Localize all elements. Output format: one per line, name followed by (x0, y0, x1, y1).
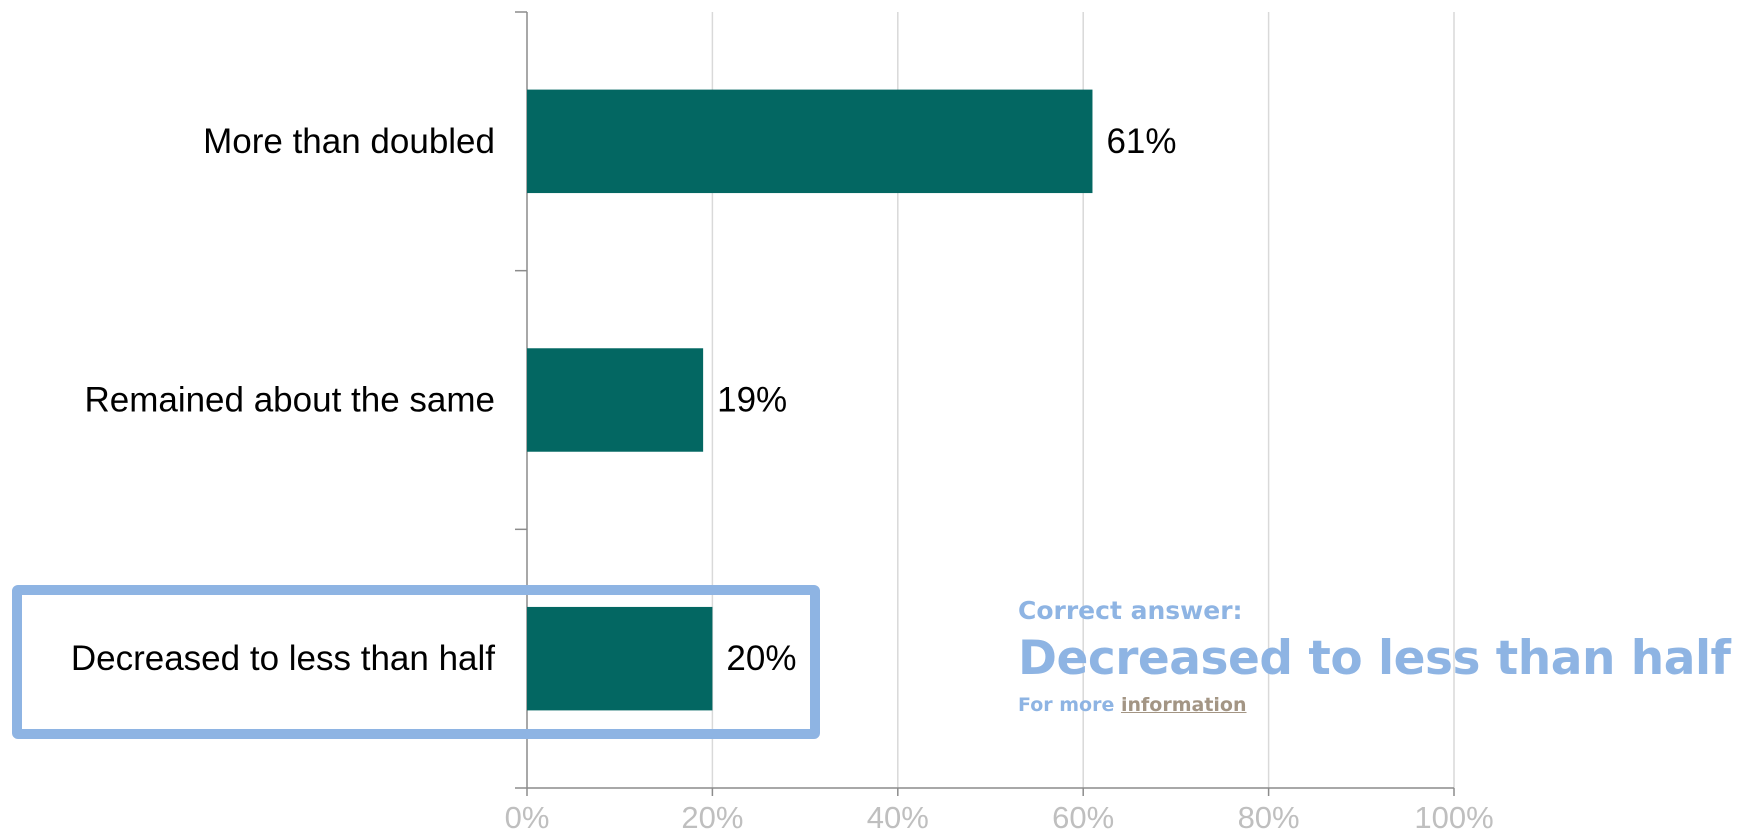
answer-panel: Correct answer: Decreased to less than h… (1018, 594, 1731, 720)
x-tick-label: 60% (1052, 800, 1114, 835)
x-tick-label: 0% (505, 800, 550, 835)
x-tick-label: 80% (1238, 800, 1300, 835)
answer-text: Decreased to less than half (1018, 631, 1731, 686)
category-label: More than doubled (203, 122, 495, 161)
bar (527, 606, 713, 711)
more-info: For more information (1018, 690, 1731, 720)
bar (527, 348, 704, 452)
information-link[interactable]: information (1120, 694, 1247, 716)
labels: 0% 20% 40% 60% 80% 100% More than doubled 61% Re… (71, 122, 1494, 835)
x-tick-label: 100% (1414, 800, 1493, 835)
category-label: Remained about the same (84, 381, 495, 420)
category-label: Decreased to less than half (71, 639, 495, 678)
more-info-prefix: For more (1018, 694, 1115, 716)
data-label: 20% (726, 639, 796, 678)
data-label: 19% (717, 381, 787, 420)
bars (527, 89, 1093, 711)
x-tick-label: 20% (681, 800, 743, 835)
bar (527, 89, 1093, 194)
x-tick-label: 40% (867, 800, 929, 835)
data-label: 61% (1106, 122, 1176, 161)
answer-intro: Correct answer: (1018, 596, 1243, 625)
highlight-box (12, 585, 820, 739)
